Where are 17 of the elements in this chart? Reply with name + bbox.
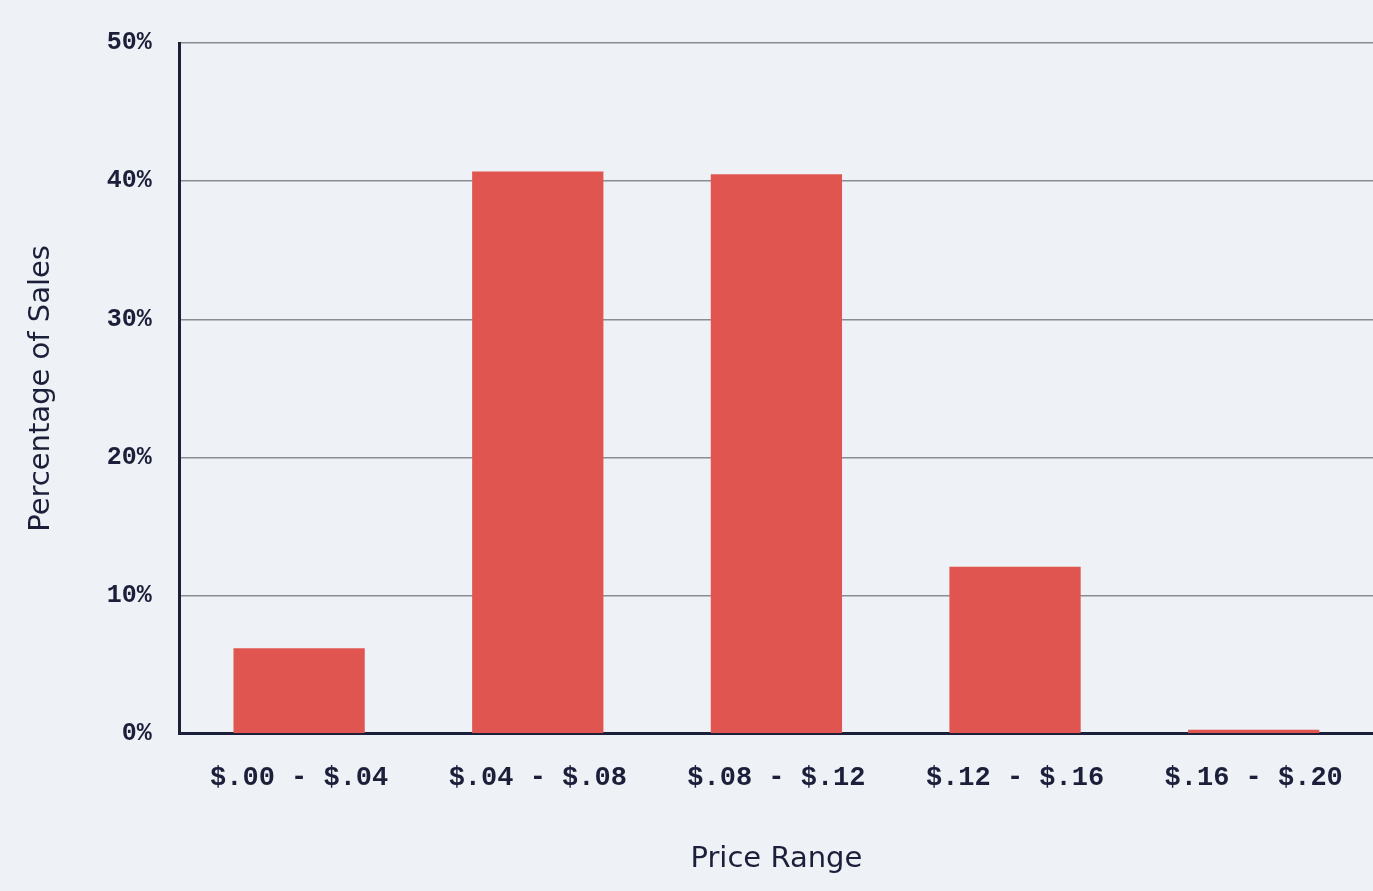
y-tick-label: 50% — [106, 28, 153, 58]
bar — [949, 566, 1081, 734]
y-axis-title: Percentage of Sales — [21, 245, 56, 532]
y-tick-label: 10% — [106, 580, 153, 610]
bar — [472, 171, 604, 734]
y-tick-label: 40% — [106, 166, 153, 196]
x-tick-label: $.16 - $.20 — [1164, 762, 1343, 793]
bar — [710, 174, 843, 734]
y-tick-label: 0% — [121, 719, 153, 749]
y-tick-label: 20% — [106, 442, 153, 472]
x-tick-label: $.04 - $.08 — [448, 762, 627, 793]
x-tick-label: $.08 - $.12 — [687, 762, 866, 793]
y-tick-label: 30% — [106, 304, 153, 334]
x-tick-label: $.00 - $.04 — [210, 762, 389, 793]
x-axis-title: Price Range — [690, 840, 863, 875]
x-tick-label: $.12 - $.16 — [925, 762, 1105, 793]
bar — [233, 648, 365, 734]
